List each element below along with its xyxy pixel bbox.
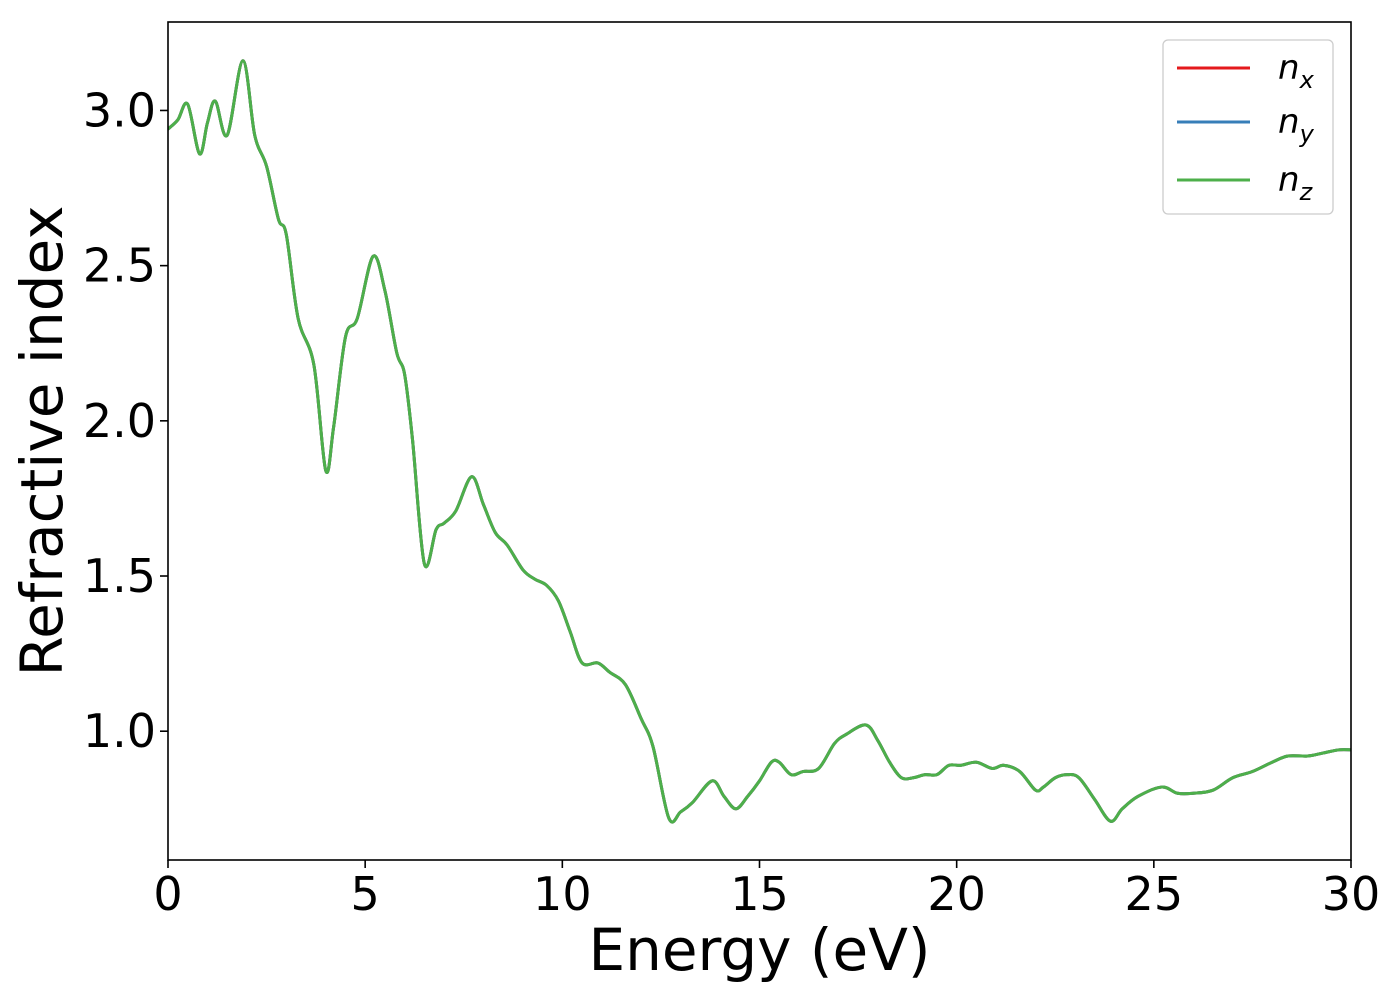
y-tick-label: 2.0 (83, 394, 156, 448)
legend-box (1162, 39, 1334, 215)
series-lines (168, 59, 1351, 824)
y-axis-title: Refractive index (8, 205, 76, 676)
x-tick-label: 30 (1322, 867, 1381, 921)
y-axis-ticks: 1.0 1.5 2.0 2.5 3.0 (83, 83, 168, 758)
x-tick-label: 25 (1125, 867, 1184, 921)
x-tick-label: 0 (153, 867, 182, 921)
series-line-nz (168, 59, 1351, 824)
x-tick-label: 5 (351, 867, 380, 921)
x-axis-title: Energy (eV) (588, 916, 930, 984)
y-tick-label: 2.5 (83, 239, 156, 293)
x-tick-label: 15 (730, 867, 789, 921)
x-tick-label: 10 (533, 867, 592, 921)
y-tick-label: 1.0 (83, 704, 156, 758)
x-axis-ticks: 0 5 10 15 20 25 30 (153, 860, 1380, 921)
plot-area (168, 22, 1351, 860)
y-tick-label: 3.0 (83, 83, 156, 137)
y-tick-label: 1.5 (83, 549, 156, 603)
x-tick-label: 20 (927, 867, 986, 921)
